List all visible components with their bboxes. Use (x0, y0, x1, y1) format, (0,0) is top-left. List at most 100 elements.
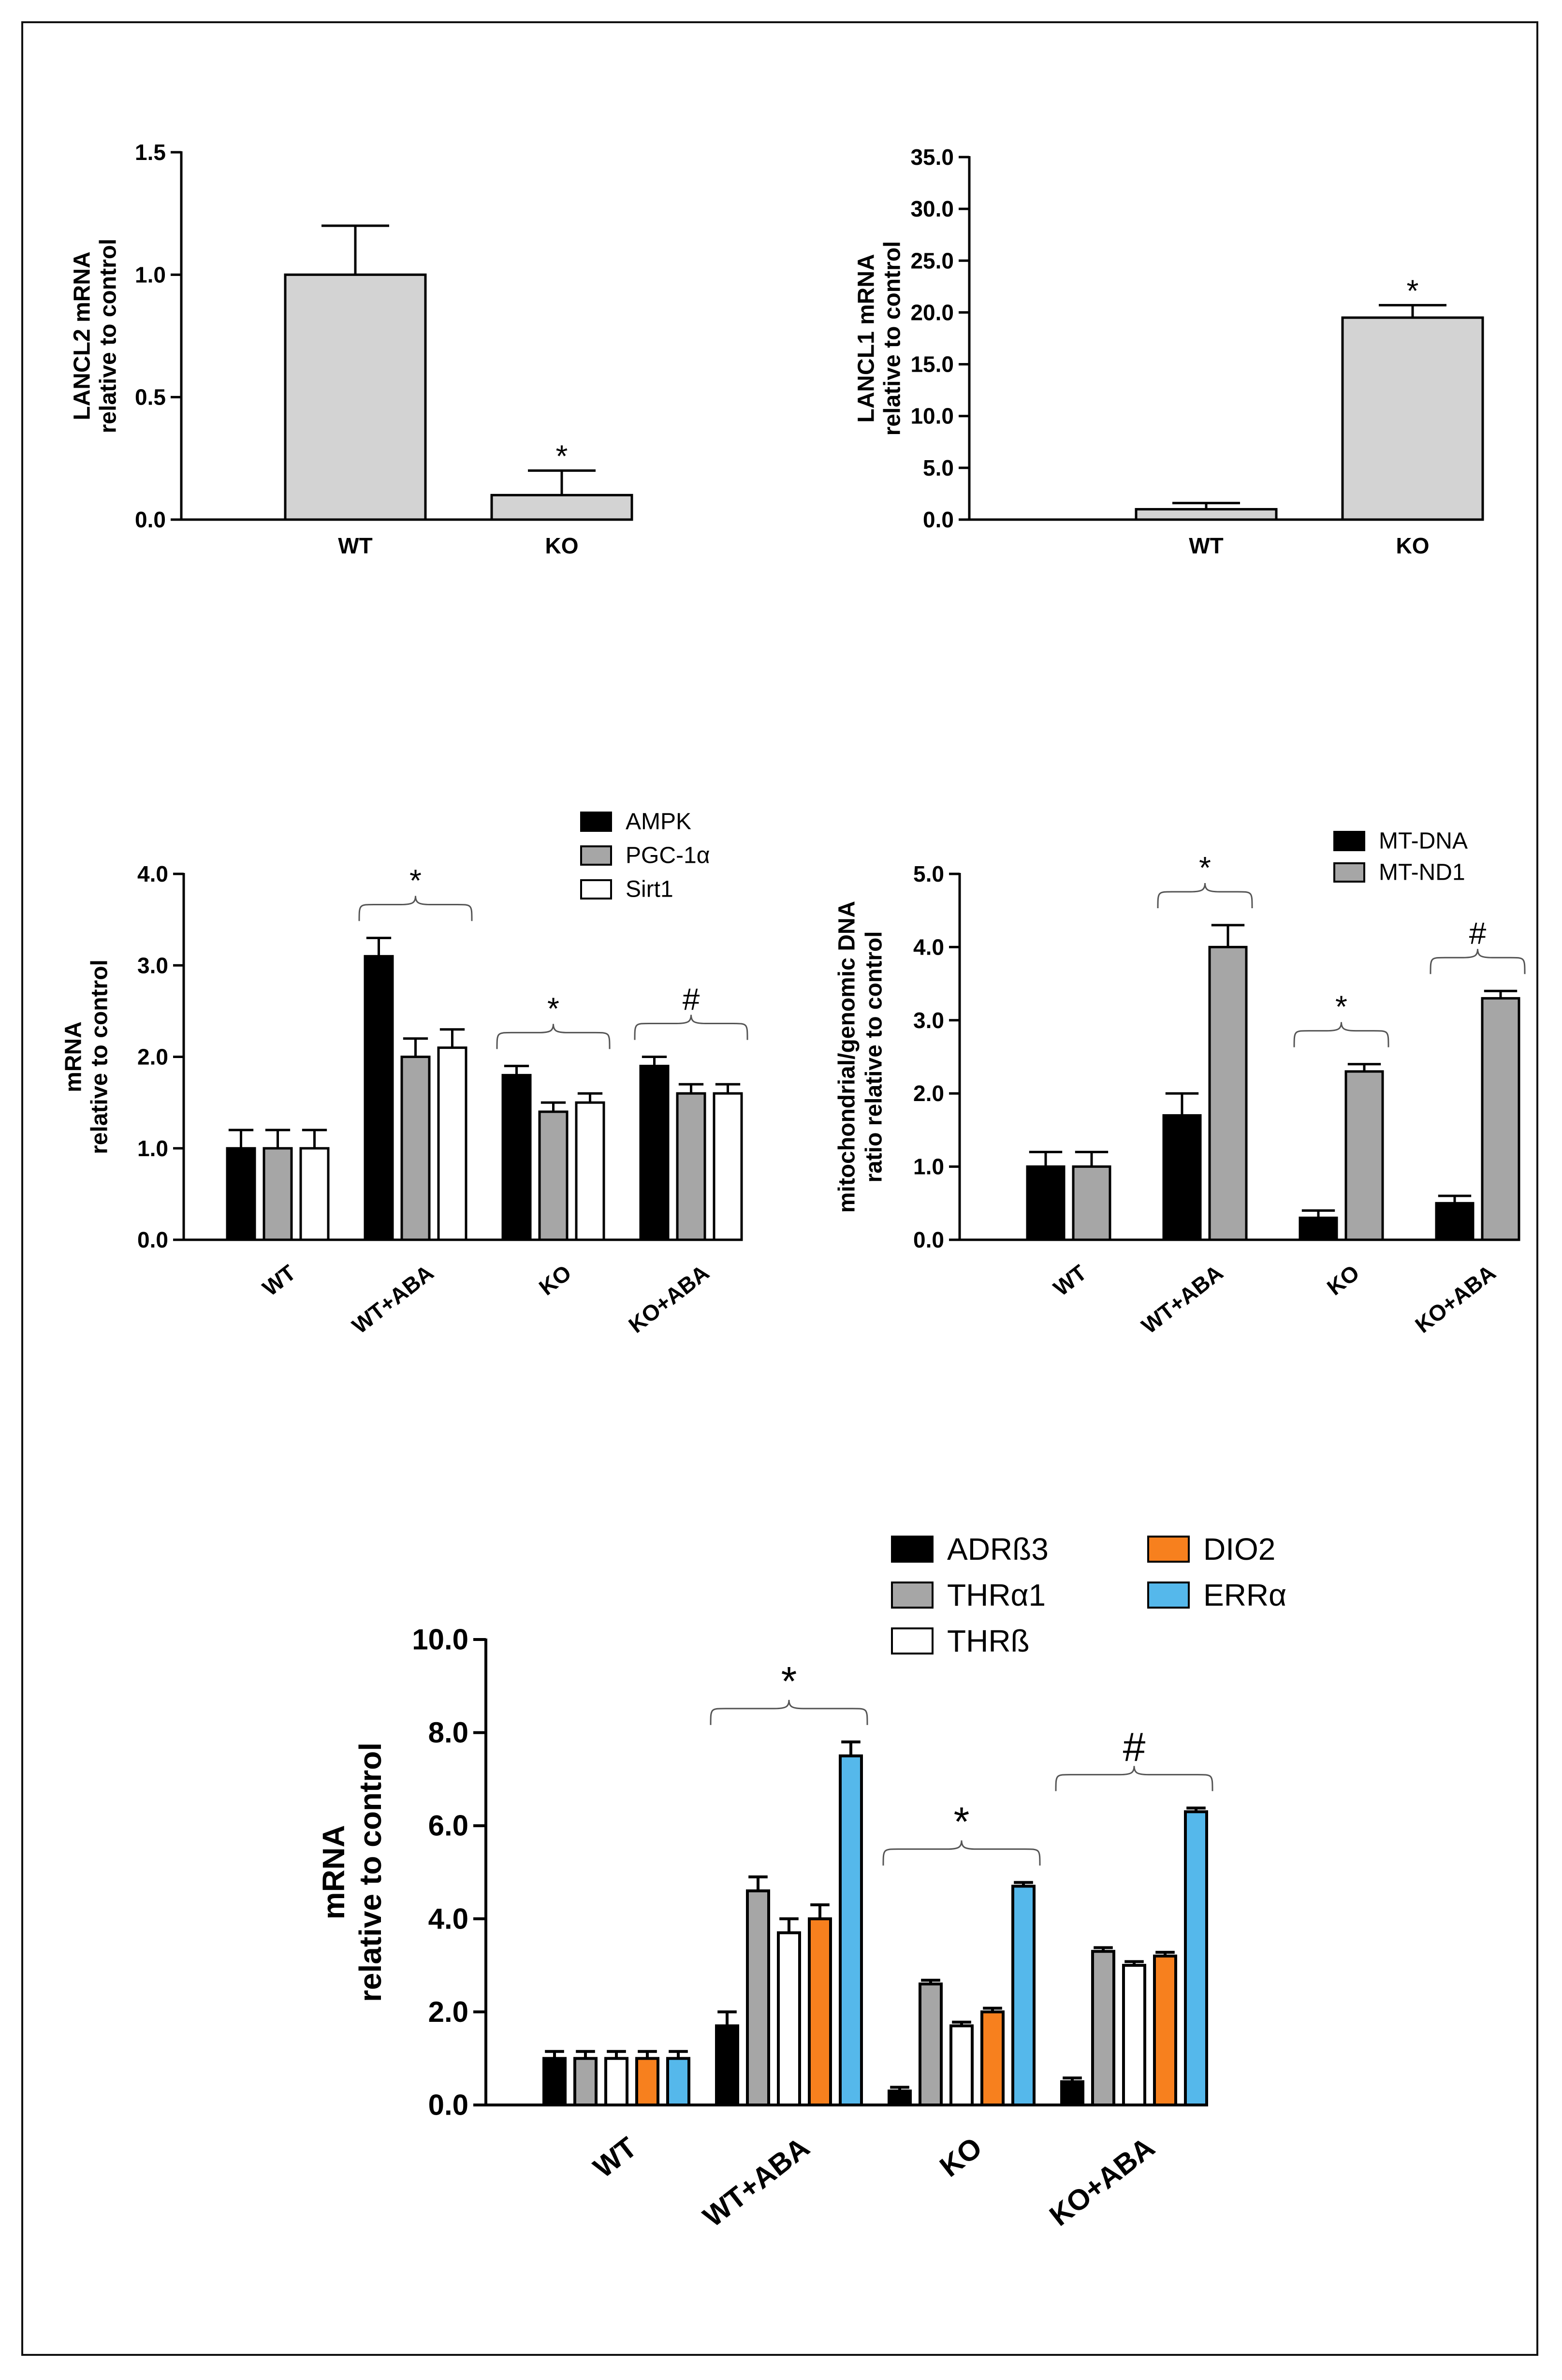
bar (604, 2057, 628, 2107)
bar (1153, 1954, 1177, 2107)
y-tick-label: 10.0 (910, 404, 954, 429)
bar (746, 1889, 770, 2107)
bar (919, 1982, 943, 2107)
x-tick-label: KO (1322, 1260, 1364, 1300)
bar (1162, 1114, 1202, 1241)
legend-label: ERRα (1203, 1578, 1286, 1612)
bar (1026, 1165, 1066, 1241)
significance-marker: * (1407, 273, 1419, 308)
legend-label: MT-DNA (1379, 828, 1468, 854)
y-tick-label: 1.0 (913, 1154, 944, 1179)
y-tick-label: 1.5 (135, 140, 166, 165)
bar (575, 1101, 605, 1241)
legend-swatch (1147, 1536, 1190, 1563)
y-tick-label: 5.0 (923, 455, 954, 480)
bar (1481, 997, 1520, 1241)
significance-marker: # (1469, 916, 1487, 951)
bar (1208, 945, 1248, 1241)
significance-bracket (1430, 949, 1526, 974)
bar (538, 1110, 569, 1241)
legend-label: MT-ND1 (1379, 860, 1465, 885)
bar (1341, 316, 1484, 521)
significance-bracket (358, 896, 473, 921)
bar (1344, 1070, 1384, 1241)
x-tick-label: WT (587, 2131, 643, 2184)
legend-label: DIO2 (1203, 1532, 1275, 1567)
legend-swatch (891, 1536, 934, 1563)
x-tick-label: KO+ABA (624, 1260, 714, 1337)
bar (364, 955, 394, 1241)
x-tick-label: KO+ABA (1410, 1260, 1500, 1337)
y-tick-label: 30.0 (910, 196, 954, 221)
y-tick-label: 35.0 (910, 145, 954, 170)
legend-label: AMPK (626, 809, 691, 835)
bar (490, 493, 633, 521)
bar (839, 1754, 863, 2106)
bar (501, 1074, 532, 1241)
significance-bracket (1157, 883, 1253, 908)
legend-swatch (580, 845, 612, 866)
x-tick-label: WT (1049, 1260, 1091, 1301)
bar (1135, 508, 1278, 521)
x-tick-label: KO (534, 1260, 576, 1300)
y-tick-label: 5.0 (913, 861, 944, 886)
bar (1435, 1202, 1474, 1241)
x-tick-label: KO (934, 2131, 988, 2183)
chart-mitochondrial-dna: 0.0 1.0 2.0 3.0 4.0 5.0 mitochondrial/genomic … (834, 828, 1526, 1338)
y-tick-label: 2.0 (428, 1996, 468, 2028)
y-tick-label: 10.0 (412, 1624, 468, 1656)
bar (400, 1056, 431, 1241)
bar (715, 2024, 739, 2107)
significance-bracket (710, 1699, 868, 1725)
significance-marker: * (1199, 850, 1211, 885)
legend-swatch (580, 879, 612, 900)
x-tick-label: WT+ABA (347, 1260, 438, 1338)
legend-label: Sirt1 (626, 877, 673, 902)
y-axis-label: LANCL2 mRNA (70, 251, 95, 420)
y-axis-label: relative to control (880, 241, 905, 436)
x-tick-label: WT (338, 533, 373, 558)
legend-swatch (580, 812, 612, 832)
legend-label: THRß (947, 1624, 1030, 1658)
bar (888, 2090, 912, 2106)
x-tick-label: KO (545, 533, 579, 558)
significance-marker: # (683, 982, 700, 1017)
bar (1011, 1885, 1036, 2106)
significance-marker: * (781, 1658, 797, 1704)
bar (573, 2057, 598, 2107)
bar (808, 1917, 832, 2107)
bar (226, 1147, 256, 1241)
x-tick-label: WT+ABA (1137, 1260, 1227, 1338)
y-tick-label: 0.0 (913, 1227, 944, 1252)
chart-lancl2-mrna: 0.0 0.5 1.0 1.5 LANCL2 mRNA relative to contr… (70, 140, 633, 558)
significance-bracket (1293, 1022, 1389, 1047)
x-tick-label: KO (1396, 533, 1430, 558)
legend-label: PGC-1α (626, 843, 710, 869)
bar (542, 2057, 567, 2107)
y-axis-label: LANCL1 mRNA (854, 254, 879, 422)
significance-bracket (882, 1840, 1041, 1866)
y-axis-label: mRNA (316, 1825, 351, 1920)
chart-thermogenic-genes: 0.0 2.0 4.0 6.0 8.0 10.0 mRNA relative to contr… (316, 1532, 1286, 2233)
y-tick-label: 6.0 (428, 1810, 468, 1842)
significance-marker: * (954, 1799, 970, 1844)
bar (1184, 1810, 1208, 2107)
x-tick-label: WT+ABA (697, 2131, 816, 2233)
bar (635, 2057, 659, 2107)
y-tick-label: 2.0 (137, 1045, 168, 1070)
y-tick-label: 1.0 (135, 262, 166, 287)
y-axis-label: mitochondrial/genomic DNA (834, 901, 860, 1213)
bar (1060, 2080, 1084, 2107)
bar (1091, 1950, 1115, 2106)
bar (1122, 1964, 1146, 2107)
significance-bracket (1055, 1766, 1213, 1791)
y-axis-label: relative to control (353, 1742, 388, 2002)
legend-swatch (1333, 862, 1365, 883)
y-axis-label: relative to control (87, 959, 113, 1154)
bar (949, 2024, 974, 2107)
y-tick-label: 0.5 (135, 385, 166, 410)
significance-marker: # (1123, 1725, 1146, 1770)
bar (713, 1092, 743, 1241)
y-tick-label: 15.0 (910, 352, 954, 377)
